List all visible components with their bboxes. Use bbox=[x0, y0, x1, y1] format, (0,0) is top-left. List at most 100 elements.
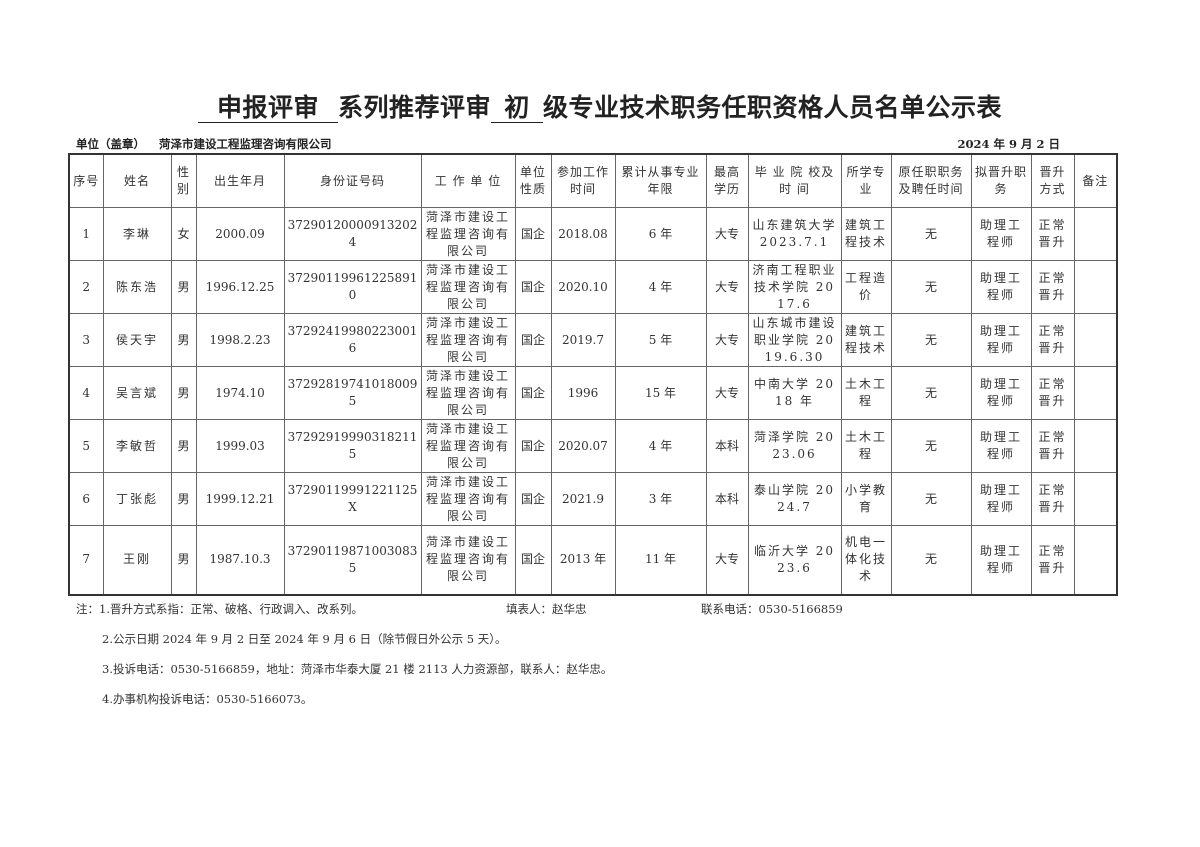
cell-joined: 2013 年 bbox=[550, 525, 616, 595]
column-header: 毕 业 院 校及 时 间 bbox=[747, 153, 842, 208]
cell-years: 4 年 bbox=[614, 260, 707, 314]
unit-line: 单位（盖章） 菏泽市建设工程监理咨询有限公司 bbox=[76, 136, 346, 152]
cell-no: 4 bbox=[68, 366, 104, 420]
cell-unit: 菏泽市建设工程监理咨询有限公司 bbox=[420, 260, 516, 314]
cell-major: 机电一体化技术 bbox=[840, 525, 892, 595]
column-header: 出生年月 bbox=[195, 153, 285, 208]
cell-joined: 2018.08 bbox=[550, 207, 616, 261]
cell-type: 国企 bbox=[514, 207, 552, 261]
title-blank-review-type: 申报评审 bbox=[197, 94, 338, 123]
cell-name: 陈东浩 bbox=[102, 260, 172, 314]
cell-type: 国企 bbox=[514, 525, 552, 595]
cell-id: 372901199612258910 bbox=[283, 260, 422, 314]
cell-sex: 男 bbox=[170, 525, 197, 595]
table-row: 4 吴言斌男 1974.10 372928197410180095 菏泽市建设工程监理咨… bbox=[68, 366, 1118, 420]
cell-id: 37290119991221125X bbox=[283, 472, 422, 526]
cell-method: 正常晋升 bbox=[1030, 419, 1075, 473]
cell-id: 372901198710030835 bbox=[283, 525, 422, 595]
cell-id: 372924199802230016 bbox=[283, 313, 422, 367]
cell-promote: 助理工程师 bbox=[970, 313, 1032, 367]
cell-orig: 无 bbox=[890, 313, 972, 367]
cell-note bbox=[1073, 419, 1118, 473]
cell-promote: 助理工程师 bbox=[970, 419, 1032, 473]
cell-sex: 男 bbox=[170, 472, 197, 526]
column-header: 所学专业 bbox=[840, 153, 892, 208]
candidates-table: 序号 姓名 性别 出生年月 身份证号码工 作 单 位单位性质 参加工作时间 累计从事专业年限… bbox=[68, 153, 1118, 596]
note-4: 4.办事机构投诉电话：0530-5166073。 bbox=[102, 692, 313, 706]
column-header: 单位性质 bbox=[514, 153, 552, 208]
cell-orig: 无 bbox=[890, 419, 972, 473]
column-header: 晋升方式 bbox=[1030, 153, 1075, 208]
cell-unit: 菏泽市建设工程监理咨询有限公司 bbox=[420, 419, 516, 473]
column-header: 姓名 bbox=[102, 153, 172, 208]
cell-name: 侯天宇 bbox=[102, 313, 172, 367]
cell-edu: 大专 bbox=[705, 366, 749, 420]
contact-phone: 联系电话：0530-5166859 bbox=[701, 602, 843, 616]
table-row: 6 丁张彪男 1999.12.21 37290119991221125X 菏泽市建设工程… bbox=[68, 472, 1118, 526]
column-header: 原任职职务及聘任时间 bbox=[890, 153, 972, 208]
cell-sex: 男 bbox=[170, 260, 197, 314]
table-row: 5 李敏哲男 1999.03 372929199903182115 菏泽市建设工程监理咨… bbox=[68, 419, 1118, 473]
column-header: 最高学历 bbox=[705, 153, 749, 208]
column-header: 序号 bbox=[68, 153, 104, 208]
cell-method: 正常晋升 bbox=[1030, 472, 1075, 526]
cell-joined: 2021.9 bbox=[550, 472, 616, 526]
cell-orig: 无 bbox=[890, 366, 972, 420]
cell-school: 中南大学 2018 年 bbox=[747, 366, 842, 420]
cell-major: 土木工程 bbox=[840, 366, 892, 420]
cell-school: 菏泽学院 2023.06 bbox=[747, 419, 842, 473]
cell-type: 国企 bbox=[514, 313, 552, 367]
cell-method: 正常晋升 bbox=[1030, 366, 1075, 420]
column-header: 备注 bbox=[1073, 153, 1118, 208]
table-row: 2 陈东浩男 1996.12.25 372901199612258910 菏泽市建设工程… bbox=[68, 260, 1118, 314]
cell-sex: 男 bbox=[170, 419, 197, 473]
cell-method: 正常晋升 bbox=[1030, 313, 1075, 367]
cell-unit: 菏泽市建设工程监理咨询有限公司 bbox=[420, 313, 516, 367]
column-header: 参加工作时间 bbox=[550, 153, 616, 208]
column-header: 性别 bbox=[170, 153, 197, 208]
cell-birth: 1987.10.3 bbox=[195, 525, 285, 595]
title-series: 系列推荐评审 bbox=[337, 93, 491, 122]
cell-edu: 本科 bbox=[705, 472, 749, 526]
cell-years: 4 年 bbox=[614, 419, 707, 473]
cell-name: 丁张彪 bbox=[102, 472, 172, 526]
cell-name: 吴言斌 bbox=[102, 366, 172, 420]
cell-name: 李敏哲 bbox=[102, 419, 172, 473]
cell-note bbox=[1073, 366, 1118, 420]
cell-sex: 男 bbox=[170, 366, 197, 420]
title-blank-level: 初 bbox=[491, 94, 543, 123]
cell-type: 国企 bbox=[514, 472, 552, 526]
form-filler: 填表人：赵华忠 bbox=[506, 602, 587, 616]
page-title: 申报评审 系列推荐评审初级专业技术职务任职资格人员名单公示表 bbox=[0, 88, 1200, 124]
cell-promote: 助理工程师 bbox=[970, 207, 1032, 261]
cell-years: 6 年 bbox=[614, 207, 707, 261]
note-2: 2.公示日期 2024 年 9 月 2 日至 2024 年 9 月 6 日（除节… bbox=[102, 632, 507, 646]
unit-name: 菏泽市建设工程监理咨询有限公司 bbox=[159, 137, 332, 151]
cell-method: 正常晋升 bbox=[1030, 525, 1075, 595]
cell-no: 7 bbox=[68, 525, 104, 595]
cell-type: 国企 bbox=[514, 260, 552, 314]
cell-id: 372929199903182115 bbox=[283, 419, 422, 473]
cell-birth: 2000.09 bbox=[195, 207, 285, 261]
title-rest: 级专业技术职务任职资格人员名单公示表 bbox=[543, 93, 1003, 122]
cell-years: 11 年 bbox=[614, 525, 707, 595]
cell-no: 5 bbox=[68, 419, 104, 473]
document-date: 2024 年 9 月 2 日 bbox=[957, 137, 1060, 151]
table-row: 1 李琳女 2000.09 372901200009132024 菏泽市建设工程监理咨询… bbox=[68, 207, 1118, 261]
cell-major: 建筑工程技术 bbox=[840, 207, 892, 261]
cell-type: 国企 bbox=[514, 366, 552, 420]
cell-major: 小学教育 bbox=[840, 472, 892, 526]
cell-method: 正常晋升 bbox=[1030, 260, 1075, 314]
cell-note bbox=[1073, 472, 1118, 526]
cell-sex: 男 bbox=[170, 313, 197, 367]
cell-promote: 助理工程师 bbox=[970, 366, 1032, 420]
cell-type: 国企 bbox=[514, 419, 552, 473]
cell-birth: 1996.12.25 bbox=[195, 260, 285, 314]
cell-orig: 无 bbox=[890, 260, 972, 314]
note-1: 注：1.晋升方式系指：正常、破格、行政调入、改系列。 bbox=[76, 602, 363, 616]
cell-orig: 无 bbox=[890, 207, 972, 261]
cell-id: 372901200009132024 bbox=[283, 207, 422, 261]
cell-school: 临沂大学 2023.6 bbox=[747, 525, 842, 595]
cell-no: 6 bbox=[68, 472, 104, 526]
